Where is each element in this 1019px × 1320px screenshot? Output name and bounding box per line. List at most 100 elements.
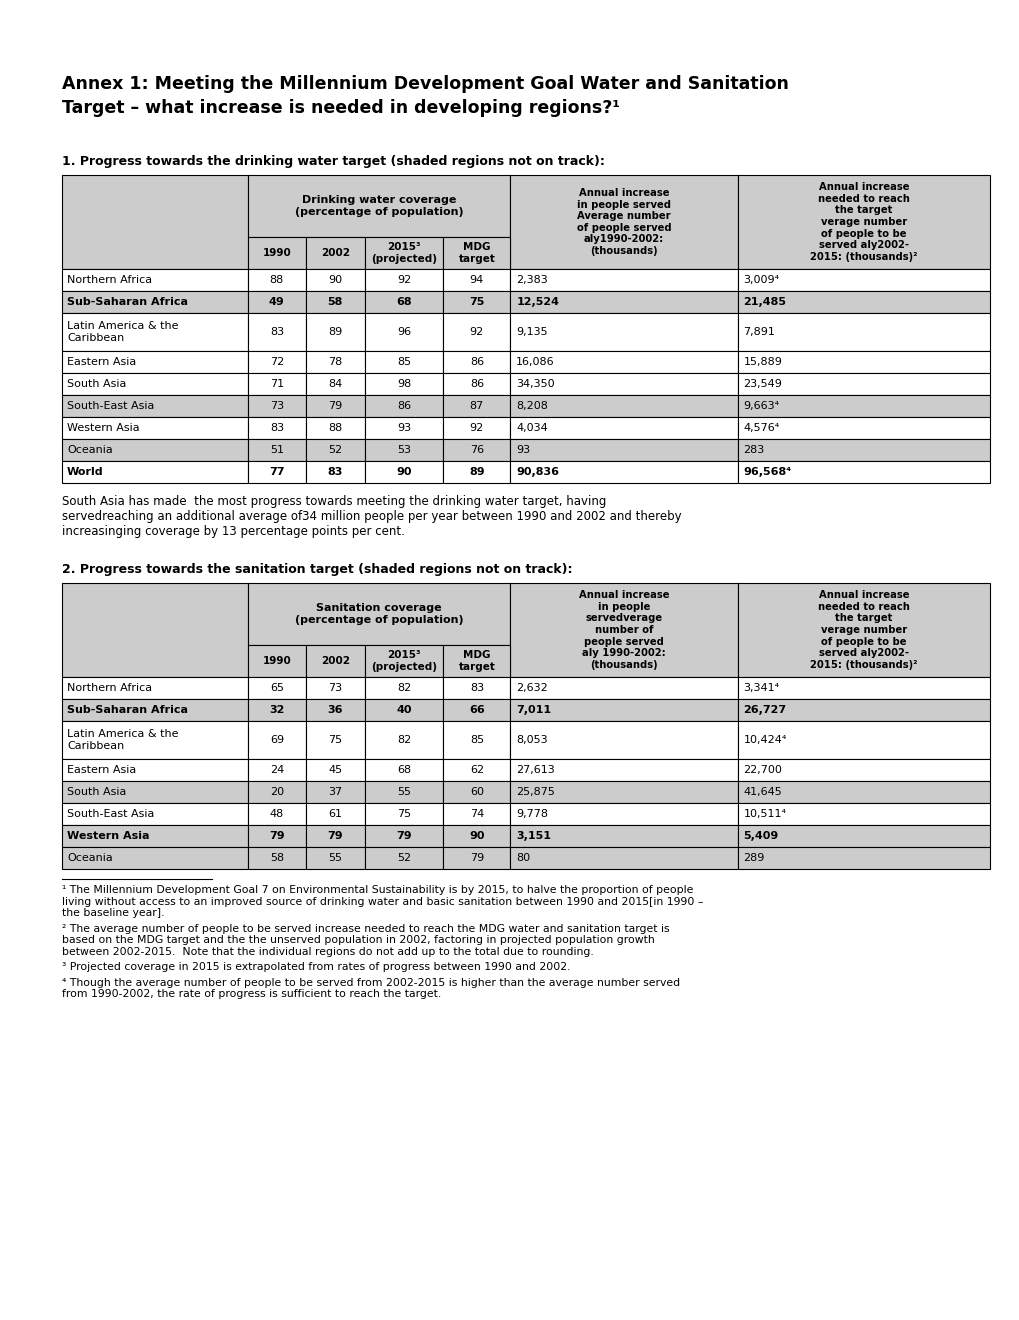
Text: 62: 62 [470,766,483,775]
Bar [443,847,510,869]
Bar [306,440,364,461]
Bar [306,417,364,440]
Bar [306,721,364,759]
Bar [443,269,510,290]
Text: 93: 93 [516,445,530,455]
Bar [510,351,737,374]
Text: 8,053: 8,053 [516,735,547,744]
Text: 58: 58 [269,853,283,863]
Text: 2,632: 2,632 [516,682,547,693]
Text: 55: 55 [396,787,411,797]
Bar [364,759,443,781]
Bar [306,461,364,483]
Text: 92: 92 [396,275,411,285]
Text: 2,383: 2,383 [516,275,547,285]
Bar [510,759,737,781]
Text: Oceania: Oceania [67,445,113,455]
Bar [62,461,248,483]
Text: 34,350: 34,350 [516,379,554,389]
Text: Eastern Asia: Eastern Asia [67,356,137,367]
Bar [737,677,989,700]
Text: 86: 86 [470,379,483,389]
Text: 26,727: 26,727 [743,705,786,715]
Bar [248,721,306,759]
Text: 98: 98 [396,379,411,389]
Bar [364,269,443,290]
Text: 3,151: 3,151 [516,832,550,841]
Text: ⁴ Though the average number of people to be served from 2002-2015 is higher than: ⁴ Though the average number of people to… [62,978,680,999]
Text: 83: 83 [269,327,283,337]
Bar [443,803,510,825]
Bar [306,313,364,351]
Text: 82: 82 [396,682,411,693]
Bar [62,759,248,781]
Text: 10,511⁴: 10,511⁴ [743,809,786,818]
Bar [443,759,510,781]
Bar [248,825,306,847]
Text: South-East Asia: South-East Asia [67,809,154,818]
Text: 9,135: 9,135 [516,327,547,337]
Text: 88: 88 [269,275,283,285]
Bar [737,803,989,825]
Bar [364,351,443,374]
Text: 55: 55 [328,853,342,863]
Bar [248,781,306,803]
Text: Western Asia: Western Asia [67,832,150,841]
Bar [62,395,248,417]
Bar [248,269,306,290]
Text: 60: 60 [470,787,483,797]
Bar [364,374,443,395]
Text: 92: 92 [469,327,483,337]
Bar [510,700,737,721]
Text: 66: 66 [469,705,484,715]
Bar [737,395,989,417]
Bar [364,847,443,869]
Text: Latin America & the
Caribbean: Latin America & the Caribbean [67,321,178,343]
Text: 92: 92 [469,422,483,433]
Bar [248,677,306,700]
Bar [364,313,443,351]
Bar [737,781,989,803]
Text: MDG
target: MDG target [458,242,495,264]
Bar [62,176,248,269]
Bar [248,238,306,269]
Text: 90,836: 90,836 [516,467,558,477]
Text: 2002: 2002 [321,248,350,257]
Text: 79: 79 [395,832,412,841]
Text: 3,341⁴: 3,341⁴ [743,682,779,693]
Bar [443,290,510,313]
Text: 1990: 1990 [262,656,290,667]
Bar [737,825,989,847]
Text: 82: 82 [396,735,411,744]
Text: 68: 68 [395,297,412,308]
Text: 289: 289 [743,853,764,863]
Text: 8,208: 8,208 [516,401,547,411]
Text: 73: 73 [269,401,283,411]
Text: Annual increase
in people
servedverage
number of
people served
aly 1990-2002:
(t: Annual increase in people servedverage n… [578,590,668,669]
Bar [306,781,364,803]
Text: 93: 93 [396,422,411,433]
Bar [510,677,737,700]
Bar [62,721,248,759]
Text: 52: 52 [328,445,342,455]
Bar [510,374,737,395]
Text: 79: 79 [327,832,342,841]
Bar [62,803,248,825]
Bar [364,290,443,313]
Text: 96: 96 [396,327,411,337]
Text: MDG
target: MDG target [458,651,495,672]
Bar [443,700,510,721]
Text: 75: 75 [396,809,411,818]
Text: 79: 79 [469,853,483,863]
Text: 283: 283 [743,445,764,455]
Text: 75: 75 [469,297,484,308]
Text: 90: 90 [328,275,342,285]
Bar [443,461,510,483]
Bar [443,645,510,677]
Bar [364,700,443,721]
Bar [364,395,443,417]
Bar [737,440,989,461]
Bar [443,825,510,847]
Text: 2002: 2002 [321,656,350,667]
Bar [443,440,510,461]
